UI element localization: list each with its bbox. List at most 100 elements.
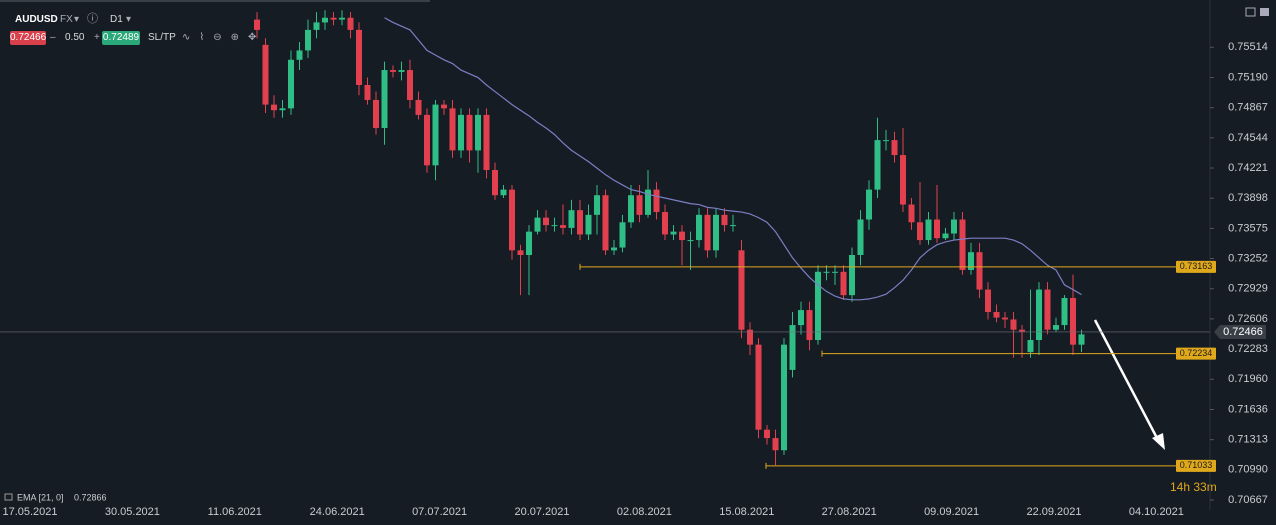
candle-body	[492, 170, 498, 196]
candle-body	[687, 240, 694, 242]
candle-body	[254, 19, 260, 30]
candle-body	[721, 214, 728, 226]
window-icon[interactable]	[1245, 7, 1256, 17]
y-tick-label: 0.71313	[1228, 434, 1268, 446]
candle-body	[551, 225, 558, 227]
level-label-bg	[1176, 260, 1216, 273]
x-tick-label: 07.07.2021	[412, 506, 467, 518]
candle-body	[313, 22, 320, 30]
arrow-head	[1152, 433, 1165, 450]
candle-body	[832, 271, 838, 273]
x-tick-label: 24.06.2021	[310, 506, 365, 518]
market: FX	[60, 14, 73, 25]
candle-body	[1061, 297, 1068, 326]
candle-body	[747, 329, 753, 345]
candle-body	[500, 189, 507, 196]
candle-body	[891, 140, 898, 156]
candle-body	[271, 104, 277, 111]
candle-body	[364, 85, 371, 100]
sell-button[interactable]: 0.72466	[10, 31, 47, 45]
symbol[interactable]: AUDUSD	[15, 14, 58, 25]
increase-button[interactable]: +	[94, 32, 100, 43]
candle-body	[883, 140, 889, 142]
candle-body	[568, 210, 575, 228]
y-tick-label: 0.73575	[1228, 222, 1268, 234]
candle-body	[917, 222, 923, 241]
candle-body	[976, 252, 983, 290]
candle-body	[857, 219, 864, 255]
info-icon[interactable]: ⓘ	[87, 13, 98, 25]
candle-body	[679, 231, 685, 241]
candle-body	[262, 44, 269, 105]
candle-body	[993, 311, 1000, 318]
candle-body	[755, 344, 762, 430]
candle-body	[1010, 319, 1017, 330]
level-label: 0.72234	[1180, 348, 1213, 358]
y-tick-label: 0.75514	[1228, 41, 1268, 53]
candle-body	[1036, 289, 1042, 340]
candle-body	[543, 217, 549, 226]
candle-body	[432, 104, 439, 166]
y-tick-label: 0.71960	[1228, 373, 1268, 385]
candle-body	[373, 99, 379, 128]
ema-line	[384, 17, 1082, 301]
level-label-bg	[1176, 459, 1216, 472]
y-tick-label: 0.72283	[1228, 343, 1268, 355]
x-tick-label: 09.09.2021	[924, 506, 979, 518]
x-tick-label: 04.10.2021	[1129, 506, 1184, 518]
candle-body	[1044, 289, 1051, 330]
candle-body	[279, 108, 286, 111]
candle-body	[823, 271, 830, 273]
tool-icons[interactable]: ∿⌇⊖⊕✥	[182, 32, 266, 43]
candle-body	[628, 195, 634, 223]
candle-body	[356, 29, 362, 85]
candle-body	[772, 438, 779, 451]
candle-body	[1078, 334, 1085, 345]
candle-body	[339, 17, 345, 20]
candle-body	[475, 114, 481, 151]
candle-body	[789, 325, 796, 370]
candle-body	[730, 225, 736, 227]
candle-body	[602, 195, 609, 251]
timeframe[interactable]: D1	[110, 14, 123, 25]
arrow-line	[1093, 319, 1160, 441]
y-tick-label: 0.74867	[1228, 102, 1268, 114]
candle-body	[466, 114, 473, 151]
y-tick-label: 0.73252	[1228, 252, 1268, 264]
candle-body	[534, 217, 541, 232]
candle-body	[347, 17, 354, 30]
candle-body	[764, 429, 770, 439]
candle-body	[594, 195, 600, 215]
close-icon[interactable]	[1260, 8, 1269, 16]
countdown: 14h 33m	[1170, 480, 1217, 494]
level-label-bg	[1176, 347, 1216, 360]
x-tick-label: 02.08.2021	[617, 506, 672, 518]
candle-body	[704, 214, 711, 251]
candle-body	[968, 252, 974, 270]
level-label: 0.71033	[1180, 460, 1213, 470]
indicator-legend: EMA [21, 0] 0.72866	[4, 492, 107, 502]
timeframe-dropdown[interactable]: ▾	[126, 14, 132, 25]
x-tick-label: 22.09.2021	[1026, 506, 1081, 518]
candle-body	[670, 231, 677, 235]
price-label: 0.72466	[1223, 326, 1263, 338]
decrease-button[interactable]: –	[50, 32, 56, 43]
candle-body	[509, 189, 515, 251]
indicator-icon[interactable]	[4, 493, 13, 501]
volume[interactable]: 0.50	[65, 32, 85, 43]
sltp-button[interactable]: SL/TP	[148, 32, 176, 43]
market-dropdown[interactable]: ▾	[74, 14, 80, 25]
candle-body	[1019, 329, 1025, 332]
y-tick-label: 0.71636	[1228, 403, 1268, 415]
candle-body	[526, 231, 532, 255]
candle-body	[619, 222, 626, 248]
candle-body	[806, 310, 813, 340]
y-tick-label: 0.75190	[1228, 71, 1268, 83]
candle-body	[449, 108, 456, 151]
buy-button[interactable]: 0.72489	[102, 31, 140, 45]
candle-body	[1027, 340, 1034, 353]
y-tick-label: 0.70990	[1228, 464, 1268, 476]
y-tick-label: 0.74544	[1228, 132, 1268, 144]
candle-body	[585, 214, 592, 235]
